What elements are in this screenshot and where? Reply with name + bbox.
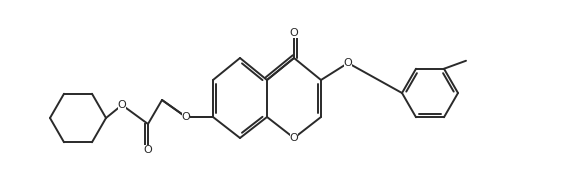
Text: O: O: [289, 133, 298, 143]
Text: O: O: [117, 100, 126, 110]
Text: O: O: [182, 112, 191, 122]
Text: O: O: [144, 145, 152, 155]
Text: O: O: [289, 28, 298, 38]
Text: O: O: [343, 58, 352, 68]
Text: O: O: [182, 112, 191, 122]
